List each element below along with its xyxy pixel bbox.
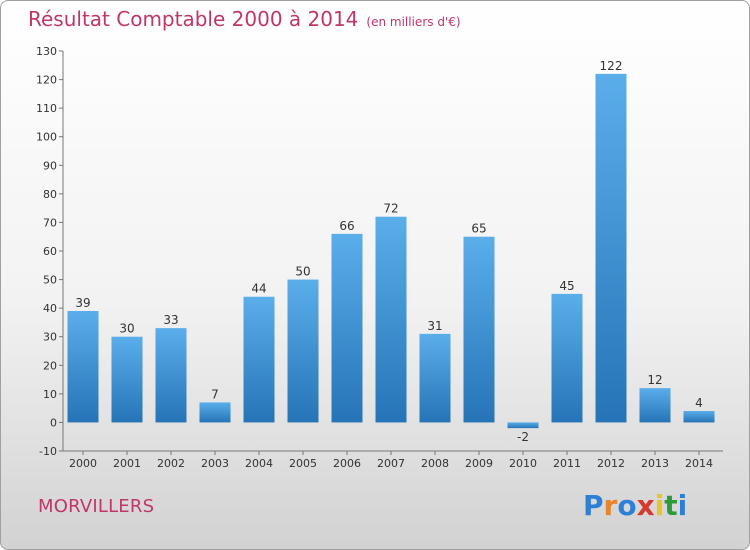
y-tick-label: 10	[43, 388, 57, 401]
town-name: MORVILLERS	[38, 496, 155, 517]
y-tick-label: 130	[36, 45, 57, 58]
bar	[155, 328, 187, 423]
axes: -10 0 10 20 30 40 50 60 70 80 90 100 110 120 130 2000 20…	[36, 45, 723, 470]
bar-value-label: 39	[75, 296, 90, 310]
bar-value-label: 50	[295, 265, 310, 279]
logo-letter: o	[617, 489, 637, 522]
x-tick-label: 2007	[377, 457, 405, 470]
bar-value-label: 30	[119, 322, 134, 336]
y-tick-label: 90	[43, 159, 57, 172]
data-labels: 39 30 33 7 44 50 66 72 31 65 -2 45 122 12 4	[75, 59, 702, 444]
logo-letter: t	[664, 489, 678, 522]
bars	[67, 73, 715, 429]
chart-subtitle: (en milliers d'€)	[366, 15, 461, 29]
x-tick-label: 2005	[289, 457, 317, 470]
logo-letter: i	[654, 489, 665, 522]
logo-letter: r	[603, 489, 618, 522]
y-tick-label: 0	[50, 416, 57, 429]
bar	[595, 73, 627, 423]
x-tick-label: 2013	[641, 457, 669, 470]
bar-value-label: 72	[383, 202, 398, 216]
logo-letter: i	[677, 489, 688, 522]
bar-value-label: 44	[251, 282, 266, 296]
bar	[243, 296, 275, 423]
bar	[463, 236, 495, 423]
bar	[67, 311, 99, 423]
x-tick-label: 2008	[421, 457, 449, 470]
title-text: Résultat Comptable 2000 à 2014	[28, 7, 359, 31]
y-tick-label: 30	[43, 331, 57, 344]
chart-title: Résultat Comptable 2000 à 2014 (en millie…	[28, 7, 461, 31]
bar	[683, 411, 715, 423]
bar-value-label: -2	[517, 430, 529, 444]
y-tick-label: 60	[43, 245, 57, 258]
bar-value-label: 4	[695, 396, 703, 410]
bar	[111, 336, 143, 423]
bar	[419, 333, 451, 423]
bar	[287, 279, 319, 423]
bar	[551, 293, 583, 423]
bar-value-label: 33	[163, 313, 178, 327]
bar-value-label: 12	[647, 373, 662, 387]
y-tick-label: 80	[43, 188, 57, 201]
y-tick-label: -10	[39, 445, 57, 458]
bar	[331, 233, 363, 423]
x-tick-label: 2006	[333, 457, 361, 470]
y-tick-label: 50	[43, 274, 57, 287]
y-tick-label: 110	[36, 102, 57, 115]
bar-value-label: 65	[471, 222, 486, 236]
x-tick-label: 2012	[597, 457, 625, 470]
logo-letter: x	[636, 489, 655, 522]
proxiti-logo: Proxiti	[583, 489, 687, 522]
y-tick-label: 40	[43, 302, 57, 315]
x-tick-label: 2004	[245, 457, 273, 470]
bar-value-label: 45	[559, 279, 574, 293]
bar-value-label: 31	[427, 319, 442, 333]
x-tick-label: 2003	[201, 457, 229, 470]
x-tick-label: 2000	[69, 457, 97, 470]
bar	[507, 422, 539, 429]
bar	[375, 216, 407, 423]
bar	[199, 402, 231, 423]
x-tick-label: 2001	[113, 457, 141, 470]
x-tick-label: 2009	[465, 457, 493, 470]
logo-letter: P	[583, 489, 604, 522]
y-tick-label: 70	[43, 216, 57, 229]
x-tick-label: 2002	[157, 457, 185, 470]
bar-value-label: 7	[211, 387, 219, 401]
bar-value-label: 122	[600, 59, 623, 73]
bar-value-label: 66	[339, 219, 354, 233]
y-tick-label: 100	[36, 131, 57, 144]
x-tick-label: 2014	[685, 457, 713, 470]
y-tick-label: 120	[36, 74, 57, 87]
x-tick-label: 2011	[553, 457, 581, 470]
x-tick-label: 2010	[509, 457, 537, 470]
y-tick-label: 20	[43, 359, 57, 372]
bar	[639, 388, 671, 423]
